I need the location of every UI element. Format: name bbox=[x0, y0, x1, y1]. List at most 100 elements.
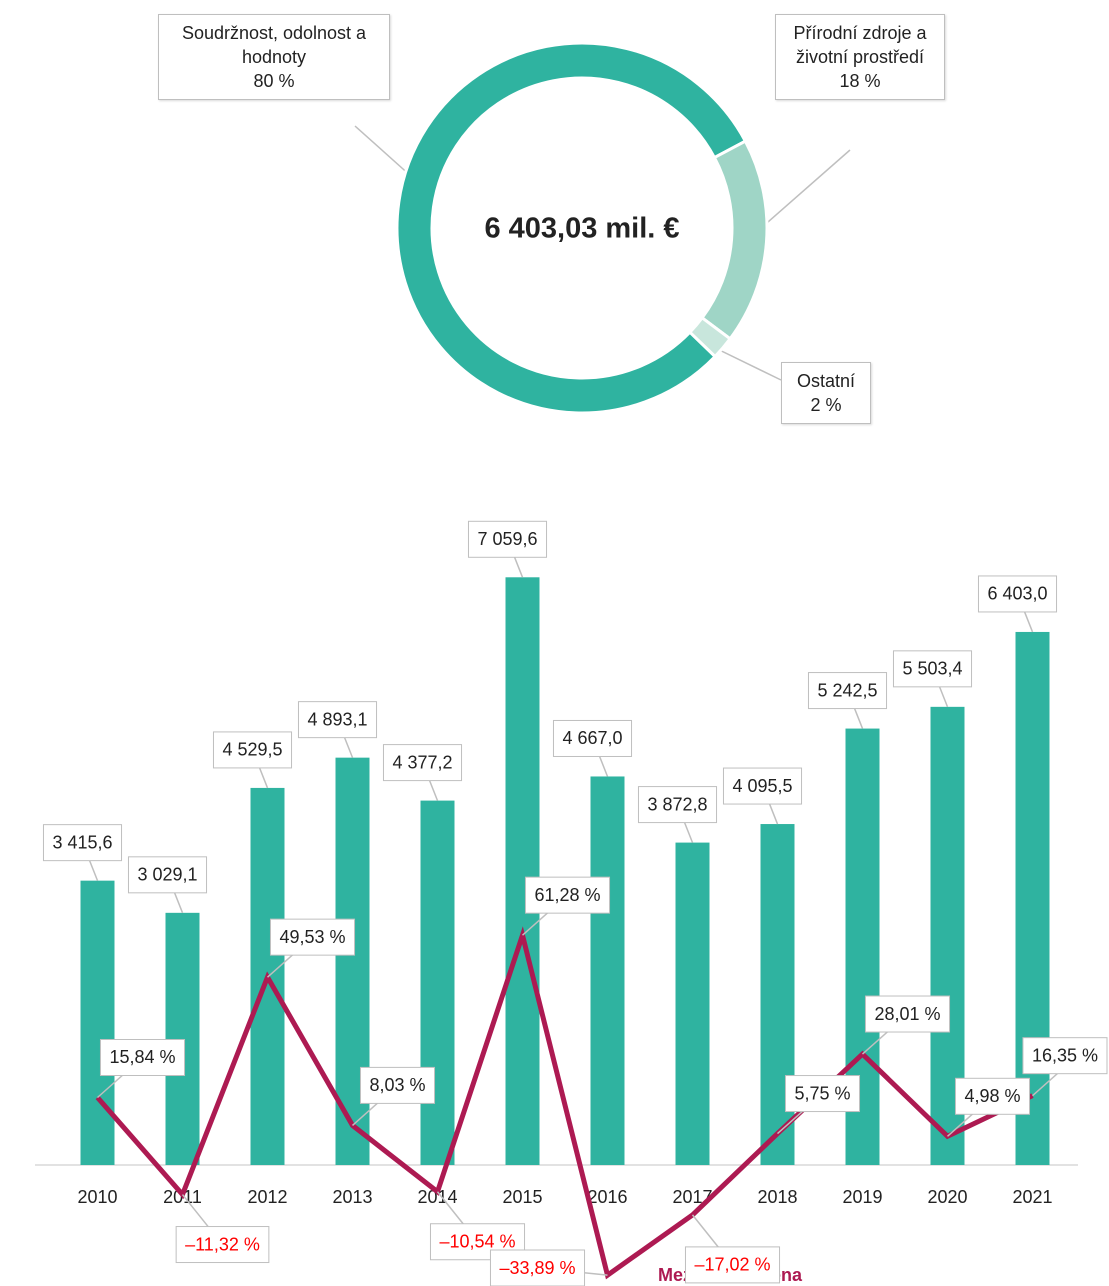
value-label: 16,35 % bbox=[1032, 1045, 1098, 1065]
value-label: 4 529,5 bbox=[222, 740, 282, 760]
value-label: –17,02 % bbox=[694, 1255, 770, 1275]
value-label: 4 893,1 bbox=[307, 709, 367, 729]
value-label: 5 503,4 bbox=[902, 659, 962, 679]
data-label: 4,98 % bbox=[947, 1077, 1031, 1137]
value-label: 4 667,0 bbox=[562, 728, 622, 748]
data-label: –17,02 % bbox=[684, 1214, 781, 1284]
data-label: 4 529,5 bbox=[212, 731, 293, 789]
label-box bbox=[552, 719, 633, 757]
data-label: –10,54 % bbox=[429, 1191, 526, 1261]
donut-callout: Ostatní 2 % bbox=[781, 362, 871, 424]
donut-callout: Přírodní zdroje a životní prostředí 18 % bbox=[775, 14, 945, 100]
value-label: 49,53 % bbox=[279, 927, 345, 947]
value-label: 7 059,6 bbox=[477, 529, 537, 549]
data-label: 16,35 % bbox=[1022, 1037, 1108, 1097]
data-label: 8,03 % bbox=[352, 1066, 436, 1126]
donut-slice bbox=[395, 41, 748, 415]
label-box bbox=[127, 856, 208, 894]
label-box bbox=[359, 1066, 436, 1104]
value-label: 3 872,8 bbox=[647, 794, 707, 814]
data-label: 28,01 % bbox=[862, 995, 951, 1055]
slice-value-label: 2 % bbox=[810, 395, 842, 415]
x-tick-label: 2010 bbox=[77, 1187, 117, 1207]
x-tick-label: 2020 bbox=[927, 1187, 967, 1207]
value-label: 4 095,5 bbox=[732, 776, 792, 796]
x-tick-label: 2015 bbox=[502, 1187, 542, 1207]
x-tick-label: 2021 bbox=[1012, 1187, 1052, 1207]
value-label: 4 377,2 bbox=[392, 752, 452, 772]
data-label: 5 242,5 bbox=[807, 672, 888, 729]
value-label: 3 029,1 bbox=[137, 865, 197, 885]
value-label: 4,98 % bbox=[964, 1086, 1020, 1106]
label-box bbox=[637, 786, 718, 824]
slice-label: Ostatní bbox=[796, 371, 856, 391]
donut-callout: Soudržnost, odolnost a hodnoty 80 % bbox=[158, 14, 390, 100]
value-label: 8,03 % bbox=[369, 1075, 425, 1095]
data-label: 4 377,2 bbox=[382, 744, 463, 801]
value-label: –11,32 % bbox=[185, 1234, 260, 1254]
value-label: 5 242,5 bbox=[817, 680, 877, 700]
value-label: –10,54 % bbox=[439, 1231, 515, 1251]
label-box bbox=[297, 701, 378, 739]
data-label: 49,53 % bbox=[267, 918, 356, 978]
label-box bbox=[524, 876, 611, 914]
x-tick-label: 2013 bbox=[332, 1187, 372, 1207]
label-box bbox=[684, 1246, 781, 1284]
data-label: 7 059,6 bbox=[467, 520, 548, 578]
slice-value-label: 80 % bbox=[253, 71, 295, 91]
data-label: 15,84 % bbox=[97, 1038, 186, 1099]
label-box bbox=[382, 744, 463, 782]
bar bbox=[760, 824, 795, 1165]
data-label: –11,32 % bbox=[175, 1194, 270, 1264]
donut-slice bbox=[700, 139, 769, 341]
label-box bbox=[977, 575, 1058, 613]
x-tick-label: 2012 bbox=[247, 1187, 287, 1207]
label-box bbox=[269, 918, 356, 956]
value-label: 6 403,0 bbox=[987, 584, 1047, 604]
value-label: 3 415,6 bbox=[52, 832, 112, 852]
x-tick-label: 2016 bbox=[587, 1187, 627, 1207]
bar bbox=[80, 880, 115, 1165]
data-label: 3 872,8 bbox=[637, 786, 718, 843]
label-box bbox=[489, 1249, 586, 1286]
label-box bbox=[212, 731, 293, 769]
bar bbox=[1015, 631, 1050, 1165]
data-label: 3 415,6 bbox=[42, 824, 123, 881]
bar bbox=[505, 577, 540, 1165]
x-tick-label: 2019 bbox=[842, 1187, 882, 1207]
slice-label: Soudržnost, odolnost a hodnoty bbox=[181, 23, 367, 67]
label-box bbox=[864, 995, 951, 1033]
data-label: 5,75 % bbox=[777, 1075, 861, 1135]
slice-label: Přírodní zdroje a životní prostředí bbox=[793, 23, 927, 67]
x-tick-label: 2017 bbox=[672, 1187, 712, 1207]
label-box bbox=[892, 650, 973, 688]
data-label: 6 403,0 bbox=[977, 575, 1058, 633]
line bbox=[95, 926, 1034, 1280]
value-label: –33,89 % bbox=[499, 1258, 575, 1278]
label-box bbox=[1022, 1037, 1108, 1075]
data-label: 3 029,1 bbox=[127, 856, 208, 914]
label-box bbox=[467, 520, 548, 558]
label-box bbox=[42, 824, 123, 862]
bar bbox=[675, 842, 710, 1165]
bar bbox=[165, 912, 200, 1165]
data-label: 4 667,0 bbox=[552, 719, 633, 777]
value-label: 5,75 % bbox=[794, 1083, 850, 1103]
label-box bbox=[175, 1226, 270, 1264]
donut-slice bbox=[687, 315, 733, 359]
center-label: 6 403,03 mil. € bbox=[484, 213, 679, 245]
slice-value-label: 18 % bbox=[839, 71, 881, 91]
label-box bbox=[807, 672, 888, 710]
value-label: 61,28 % bbox=[534, 885, 600, 905]
data-label: 61,28 % bbox=[522, 876, 611, 936]
x-tick-label: 2014 bbox=[417, 1187, 457, 1207]
data-label: –33,89 % bbox=[489, 1249, 608, 1286]
label-box bbox=[722, 767, 803, 805]
bar bbox=[420, 800, 455, 1165]
data-label: 4 095,5 bbox=[722, 767, 803, 825]
bar bbox=[590, 776, 625, 1165]
value-label: 28,01 % bbox=[874, 1004, 940, 1024]
label-box bbox=[99, 1038, 186, 1076]
